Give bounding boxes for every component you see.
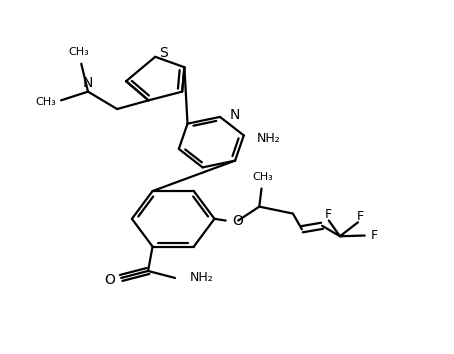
Text: S: S: [159, 46, 168, 59]
Text: CH₃: CH₃: [36, 97, 57, 107]
Text: O: O: [232, 213, 243, 228]
Text: CH₃: CH₃: [252, 172, 273, 182]
Text: N: N: [83, 75, 93, 90]
Text: CH₃: CH₃: [69, 47, 89, 57]
Text: F: F: [357, 210, 364, 223]
Text: O: O: [104, 273, 115, 287]
Text: F: F: [325, 208, 332, 221]
Text: N: N: [230, 108, 240, 122]
Text: NH₂: NH₂: [257, 132, 280, 145]
Text: F: F: [371, 229, 378, 242]
Text: NH₂: NH₂: [189, 272, 213, 284]
